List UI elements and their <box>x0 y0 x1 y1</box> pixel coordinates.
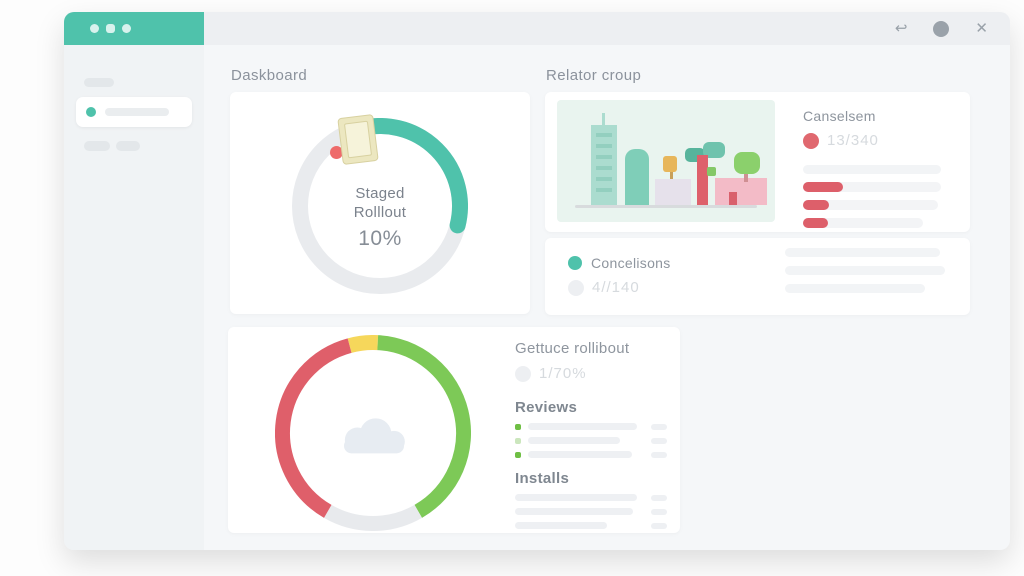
conclusions-card: Concelisons 4//140 <box>545 238 970 315</box>
red-progress-row <box>803 218 923 228</box>
dashboard-title: Daskboard <box>231 67 308 84</box>
avatar[interactable] <box>933 20 950 37</box>
release-rollout-label: Gettuce rollibout <box>515 340 630 357</box>
placeholder-bar <box>803 165 941 174</box>
donut-segment-yellow <box>347 335 379 353</box>
placeholder-bar <box>515 494 637 501</box>
donut-segment-green <box>377 335 471 518</box>
red-tower <box>697 155 708 205</box>
release-stats: Gettuce rollibout 1/70% Reviews <box>515 340 667 529</box>
placeholder-bar <box>785 284 925 293</box>
note-badge-inner <box>343 120 373 159</box>
door <box>729 192 737 205</box>
teal-tower <box>591 113 617 205</box>
gray-status-icon <box>568 279 584 296</box>
city-illustration <box>557 100 775 222</box>
value-pill <box>651 437 667 444</box>
notification-dot <box>330 146 343 159</box>
placeholder-bar <box>785 266 945 275</box>
release-group-title: Relator croup <box>546 67 642 84</box>
install-row <box>515 508 667 515</box>
placeholder-bar <box>515 508 633 515</box>
note-badge-icon <box>337 113 379 166</box>
value-pill <box>651 522 667 529</box>
bush <box>707 167 716 176</box>
sidebar-item-placeholder[interactable] <box>116 141 140 151</box>
green-bullet-icon <box>515 451 521 458</box>
lavender-building <box>655 179 691 205</box>
rollout-label: Rolllout <box>353 204 407 221</box>
teal-status-icon <box>568 256 582 270</box>
orange-tree <box>663 156 677 172</box>
ground-line <box>575 205 757 208</box>
placeholder-bar <box>785 248 940 257</box>
value-pill <box>651 508 667 515</box>
staged-rollout-card: Staged Rolllout 10% <box>230 92 530 314</box>
sidebar <box>64 45 204 550</box>
close-icon[interactable]: ✕ <box>975 20 988 37</box>
cancellations-value: 13/340 <box>827 132 879 149</box>
conclusions-label: Concelisons <box>591 255 671 271</box>
staged-rollout-center-text: Staged Rolllout 10% <box>292 184 468 251</box>
canopy-light <box>703 142 725 158</box>
light-green-bullet-icon <box>515 437 521 444</box>
staged-rollout-value: 10% <box>358 227 402 250</box>
donut-segment-staged-rollout-progress <box>352 118 468 234</box>
staged-rollout-donut <box>292 118 468 294</box>
review-row <box>515 451 667 458</box>
sidebar-item-label-placeholder <box>105 108 169 116</box>
staged-label: Staged <box>355 185 405 202</box>
titlebar-accent <box>64 12 204 45</box>
titlebar-actions: ↩ ✕ <box>895 12 988 45</box>
installs-heading: Installs <box>515 470 570 487</box>
reviews-heading: Reviews <box>515 399 578 416</box>
red-progress-row <box>803 182 941 192</box>
value-pill <box>651 451 667 458</box>
titlebar: ↩ ✕ <box>64 12 1010 45</box>
undo-icon[interactable]: ↩ <box>894 20 908 37</box>
install-row <box>515 522 667 529</box>
pink-building <box>715 178 767 205</box>
grid-icon <box>90 24 99 33</box>
cancellations-label: Canselsem <box>803 108 876 124</box>
red-progress-row <box>803 200 938 210</box>
sidebar-item-active[interactable] <box>76 97 192 127</box>
person-icon <box>106 24 115 33</box>
review-row <box>515 437 667 444</box>
cancellations-stats: Canselsem 13/340 <box>803 108 953 228</box>
placeholder-bar <box>528 423 637 430</box>
value-pill <box>651 423 667 430</box>
release-rollout-value: 1/70% <box>539 365 587 382</box>
release-donut <box>274 335 471 531</box>
placeholder-bar <box>528 451 632 458</box>
app-window: ↩ ✕ Daskboard Relator croup Staged R <box>64 12 1010 550</box>
green-bullet-icon <box>515 423 521 430</box>
green-tree <box>734 152 760 174</box>
main-content: Daskboard Relator croup Staged Rolllout … <box>204 45 1010 550</box>
conclusions-value: 4//140 <box>592 279 640 296</box>
orange-tree-trunk <box>670 169 673 179</box>
cancellations-card: Canselsem 13/340 <box>545 92 970 232</box>
placeholder-bar <box>515 522 607 529</box>
green-tree-trunk <box>744 170 748 182</box>
round-tower <box>625 149 649 205</box>
placeholder-bars <box>785 248 945 293</box>
donut-segment-gray <box>324 504 422 531</box>
review-row <box>515 423 667 430</box>
value-pill <box>651 494 667 501</box>
sidebar-section-label <box>84 78 114 87</box>
release-rollout-card: Gettuce rollibout 1/70% Reviews <box>228 327 680 533</box>
placeholder-bar <box>528 437 620 444</box>
red-status-icon <box>803 132 819 149</box>
gray-status-icon <box>515 365 531 382</box>
conclusions-stats: Concelisons 4//140 <box>568 255 671 296</box>
cloud-icon <box>344 418 405 454</box>
donut-segment-red <box>274 338 352 518</box>
sidebar-item-placeholder[interactable] <box>84 141 110 151</box>
chat-icon <box>122 24 131 33</box>
install-row <box>515 494 667 501</box>
active-dot-icon <box>86 107 96 117</box>
